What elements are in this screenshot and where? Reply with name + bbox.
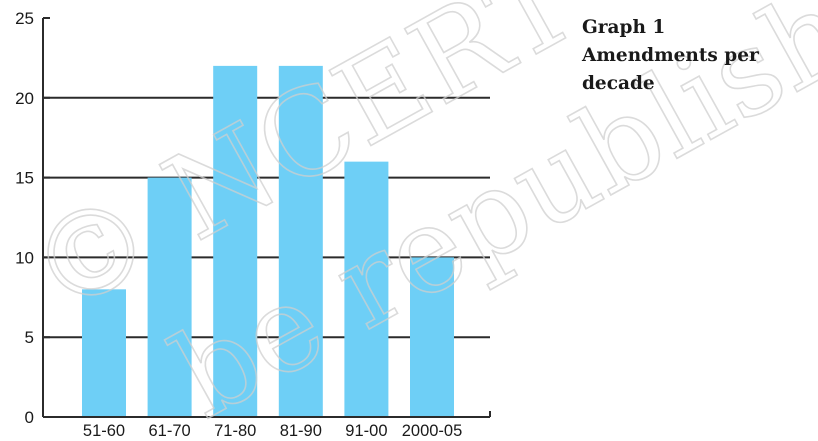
y-tick-label-0: 0	[25, 408, 34, 427]
x-tick-label-2000-05: 2000-05	[402, 422, 463, 440]
bar-51-60	[82, 289, 126, 417]
bar-71-80	[213, 65, 258, 417]
bar-81-90	[278, 65, 323, 417]
y-tick-label-5: 5	[25, 328, 34, 347]
bar-2000-05	[410, 257, 454, 417]
figure-caption: Graph 1 Amendments per decade	[582, 14, 814, 98]
x-tick-label-71-80: 71-80	[214, 422, 256, 440]
y-tick-label-10: 10	[15, 248, 34, 267]
y-tick-label-15: 15	[15, 169, 34, 188]
y-tick-label-25: 25	[15, 9, 34, 28]
x-tick-label-51-60: 51-60	[83, 422, 125, 440]
axes	[42, 17, 491, 418]
x-tick-label-81-90: 81-90	[280, 422, 322, 440]
bars	[82, 65, 454, 417]
figure-caption-title: Amendments per decade	[582, 45, 759, 94]
tick-labels: 0 5 10 15 20 25 51-60 61-70 71-80 81-90 91-00 2000-…	[15, 9, 462, 440]
bar-61-70	[147, 177, 192, 417]
bar-91-00	[344, 161, 389, 417]
x-tick-label-91-00: 91-00	[345, 422, 387, 440]
figure-caption-label: Graph 1	[582, 17, 666, 38]
y-tick-label-20: 20	[15, 89, 34, 108]
x-tick-label-61-70: 61-70	[148, 422, 190, 440]
